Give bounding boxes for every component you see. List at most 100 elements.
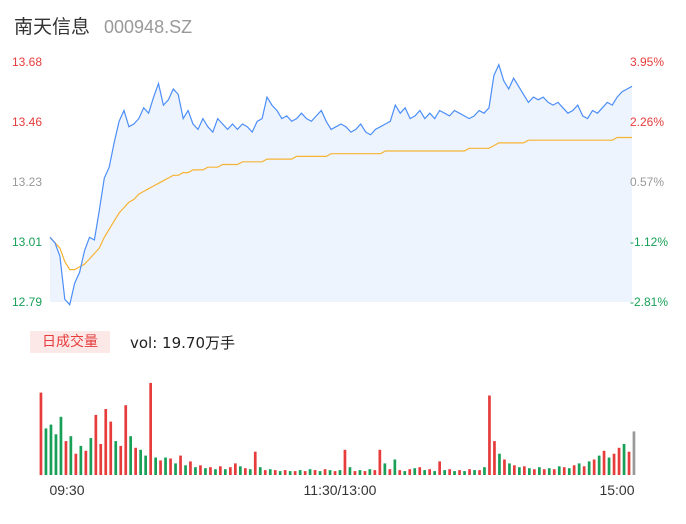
volume-bar	[253, 451, 257, 475]
volume-bar	[278, 471, 282, 475]
volume-bar	[597, 455, 601, 475]
volume-bar	[458, 470, 461, 475]
volume-bar	[353, 471, 357, 475]
y-tick-right: 3.95%	[630, 55, 664, 69]
stock-code: 000948.SZ	[104, 17, 193, 37]
volume-bar	[224, 469, 227, 475]
volume-bar	[523, 466, 526, 475]
volume-bar	[189, 461, 192, 475]
volume-bar	[134, 447, 137, 475]
volume-bar	[428, 469, 431, 475]
volume-bar	[239, 466, 242, 475]
volume-bar	[398, 470, 402, 475]
volume-bar	[388, 469, 392, 475]
volume-bar	[268, 469, 272, 475]
volume-bar	[94, 414, 98, 475]
volume-bar	[109, 421, 113, 475]
volume-bar	[538, 467, 541, 475]
volume-bar	[433, 471, 436, 475]
price-path	[49, 63, 633, 306]
volume-bar	[84, 450, 88, 476]
price-area-fill	[50, 64, 632, 305]
volume-bar	[438, 461, 441, 475]
volume-bar	[184, 465, 187, 475]
volume-bar	[54, 434, 58, 475]
volume-bar	[149, 382, 152, 475]
x-tick: 09:30	[49, 482, 84, 498]
volume-bar	[263, 470, 267, 475]
volume-bar	[323, 469, 327, 475]
volume-bar	[453, 471, 456, 475]
volume-bar	[214, 469, 217, 475]
volume-bar	[248, 469, 252, 475]
volume-bar	[592, 459, 596, 475]
volume-bar	[547, 468, 551, 475]
y-tick-right: -2.81%	[630, 295, 668, 309]
volume-bar	[403, 471, 407, 475]
volume-bar	[348, 467, 352, 475]
volume-bar	[443, 470, 446, 475]
volume-bar	[358, 470, 362, 475]
volume-bar	[298, 470, 302, 475]
volume-bar	[587, 461, 591, 475]
volume-bar	[174, 463, 177, 475]
volume-bar	[483, 467, 486, 475]
volume-bar	[283, 470, 287, 475]
y-axis-right: 3.95% 2.26% 0.57% -1.12% -2.81%	[630, 55, 668, 309]
volume-bar	[59, 416, 63, 475]
volume-bar	[144, 455, 147, 475]
volume-bar	[528, 468, 531, 475]
volume-bar	[89, 438, 93, 475]
volume-bar	[219, 466, 222, 475]
volume-bar	[423, 470, 426, 475]
volume-bar	[473, 470, 476, 475]
volume-bar	[418, 467, 422, 475]
volume-bar	[632, 431, 636, 475]
volume-bar	[164, 457, 167, 475]
volume-bar	[493, 441, 496, 475]
x-tick: 11:30/13:00	[304, 482, 377, 498]
stock-header: 南天信息 000948.SZ	[14, 12, 192, 40]
volume-bar	[468, 469, 471, 475]
volume-bar	[383, 463, 387, 475]
volume-bar	[533, 469, 536, 475]
volume-bar	[518, 467, 521, 475]
volume-bar	[503, 459, 506, 475]
volume-bar	[169, 458, 172, 475]
volume-bar	[582, 466, 586, 475]
volume-bar	[49, 424, 53, 475]
volume-bar	[179, 455, 182, 475]
y-tick-right: 2.26%	[630, 115, 664, 129]
volume-bar	[463, 471, 466, 475]
average-price-line	[49, 136, 632, 271]
stock-name: 南天信息	[14, 16, 91, 38]
y-tick-left: 13.23	[12, 175, 42, 189]
volume-bar	[64, 441, 68, 475]
volume-bar	[104, 409, 108, 475]
volume-bar	[368, 469, 372, 475]
volume-tag: 日成交量	[30, 331, 110, 353]
volume-bar	[602, 450, 606, 476]
volume-bar	[129, 436, 132, 475]
y-axis-left: 13.68 13.46 13.23 13.01 12.79	[12, 55, 42, 309]
volume-bar	[363, 471, 367, 475]
volume-bar	[572, 465, 576, 475]
volume-bar	[313, 470, 317, 475]
volume-bar	[79, 445, 83, 475]
y-tick-right: 0.57%	[630, 175, 664, 189]
volume-bar	[273, 470, 277, 475]
volume-bar	[199, 465, 202, 475]
volume-bar	[617, 447, 621, 475]
volume-bar	[114, 441, 118, 475]
volume-bar	[607, 457, 611, 475]
price-line	[49, 63, 633, 306]
volume-bar	[393, 459, 397, 475]
volume-bar	[448, 469, 451, 475]
volume-bar	[333, 471, 337, 475]
volume-bar	[303, 471, 307, 475]
volume-bar	[612, 453, 616, 475]
volume-bar	[308, 469, 312, 475]
y-tick-left: 13.01	[12, 235, 42, 249]
volume-bar	[318, 471, 322, 475]
price-area	[50, 64, 632, 305]
